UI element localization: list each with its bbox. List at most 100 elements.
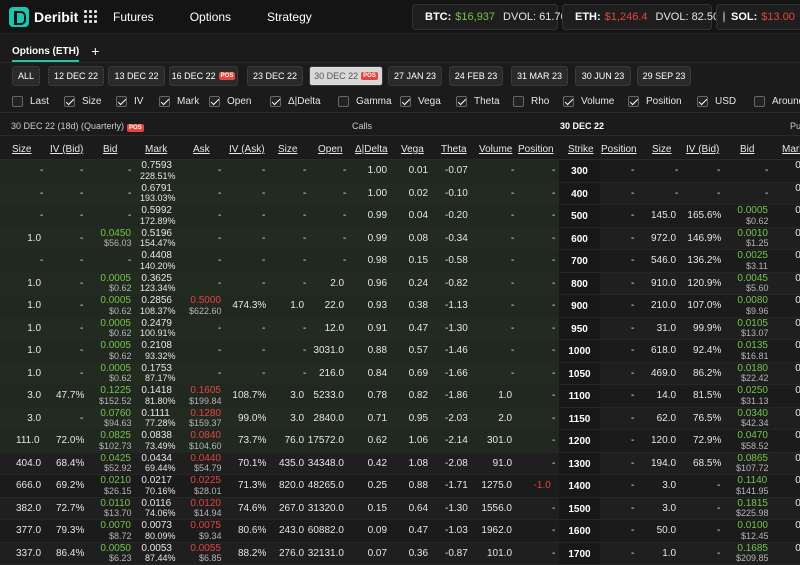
col-header-put-mark[interactable]: Mark <box>782 144 800 155</box>
call-ask-value[interactable]: - <box>218 189 221 199</box>
col-header-vega[interactable]: Vega <box>401 144 424 155</box>
call-bid-value[interactable]: - <box>128 189 131 199</box>
checkbox-icon[interactable] <box>64 96 75 107</box>
filter-theta[interactable]: Theta <box>456 96 500 107</box>
filter-usd[interactable]: USD <box>697 96 736 107</box>
call-bid-value[interactable]: 0.0070 <box>100 521 131 531</box>
call-bid-value[interactable]: 0.0005 <box>100 274 131 284</box>
filter-volume[interactable]: Volume <box>563 96 614 107</box>
ticker-btc[interactable]: BTC: $16,937 DVOL: 61.76 <box>412 4 558 30</box>
col-header-strike[interactable]: Strike <box>568 144 594 155</box>
call-ask-value[interactable]: 0.0055 <box>190 544 221 554</box>
col-header-volume[interactable]: Volume <box>479 144 512 155</box>
put-bid-value[interactable]: 0.0865 <box>737 454 768 464</box>
col-header-put-position[interactable]: Position <box>601 144 637 155</box>
call-ask-value[interactable]: - <box>218 166 221 176</box>
brand-logo[interactable]: Deribit <box>9 7 81 27</box>
filter-size[interactable]: Size <box>64 96 101 107</box>
filter-vega[interactable]: Vega <box>400 96 441 107</box>
col-header-bid[interactable]: Bid <box>103 144 117 155</box>
call-bid-value[interactable]: 0.0050 <box>100 544 131 554</box>
filter-rho[interactable]: Rho <box>513 96 549 107</box>
call-ask-value[interactable]: - <box>218 346 221 356</box>
call-bid-value[interactable]: 0.0005 <box>100 319 131 329</box>
col-header-open[interactable]: Open <box>318 144 342 155</box>
call-ask-value[interactable]: 0.0120 <box>190 499 221 509</box>
col-header-ask[interactable]: Ask <box>193 144 210 155</box>
filter-last[interactable]: Last <box>12 96 49 107</box>
call-ask-value[interactable]: - <box>218 234 221 244</box>
checkbox-icon[interactable] <box>456 96 467 107</box>
checkbox-icon[interactable] <box>513 96 524 107</box>
call-ask-value[interactable]: 0.0075 <box>190 521 221 531</box>
call-bid-value[interactable]: 0.0760 <box>100 409 131 419</box>
filter-delta[interactable]: Δ|Delta <box>270 96 321 107</box>
col-header-ivbid[interactable]: IV (Bid) <box>50 144 83 155</box>
nav-strategy[interactable]: Strategy <box>267 10 312 24</box>
call-ask-value[interactable]: 0.5000 <box>190 296 221 306</box>
checkbox-icon[interactable] <box>628 96 639 107</box>
call-ask-value[interactable]: 0.1605 <box>190 386 221 396</box>
nav-options[interactable]: Options <box>190 10 231 24</box>
checkbox-icon[interactable] <box>338 96 349 107</box>
date-tab-24-feb-23[interactable]: 24 FEB 23 <box>449 66 503 86</box>
checkbox-icon[interactable] <box>400 96 411 107</box>
put-bid-value[interactable]: 0.1685 <box>737 544 768 554</box>
date-tab-30-jun-23[interactable]: 30 JUN 23 <box>575 66 631 86</box>
call-ask-value[interactable]: - <box>218 369 221 379</box>
date-tab-29-sep-23[interactable]: 29 SEP 23 <box>637 66 691 86</box>
col-header-ivask[interactable]: IV (Ask) <box>229 144 265 155</box>
put-bid-value[interactable]: 0.0180 <box>737 364 768 374</box>
col-header-mark[interactable]: Mark <box>145 144 167 155</box>
checkbox-icon[interactable] <box>563 96 574 107</box>
put-bid-value[interactable]: - <box>765 189 768 199</box>
col-header-put-size[interactable]: Size <box>652 144 671 155</box>
call-ask-value[interactable]: 0.1280 <box>190 409 221 419</box>
col-header-position[interactable]: Position <box>518 144 554 155</box>
date-tab-13-dec-22[interactable]: 13 DEC 22 <box>108 66 165 86</box>
call-ask-value[interactable]: - <box>218 256 221 266</box>
call-bid-value[interactable]: 0.0210 <box>100 476 131 486</box>
filter-gamma[interactable]: Gamma <box>338 96 392 107</box>
col-header-theta[interactable]: Theta <box>441 144 467 155</box>
put-bid-value[interactable]: 0.0470 <box>737 431 768 441</box>
checkbox-icon[interactable] <box>116 96 127 107</box>
filter-around[interactable]: Around <box>754 96 800 107</box>
call-ask-value[interactable]: 0.0225 <box>190 476 221 486</box>
apps-grid-icon[interactable] <box>84 10 98 24</box>
put-bid-value[interactable]: 0.0010 <box>737 229 768 239</box>
date-tab-12-dec-22[interactable]: 12 DEC 22 <box>48 66 104 86</box>
date-tab-23-dec-22[interactable]: 23 DEC 22 <box>247 66 303 86</box>
put-bid-value[interactable]: 0.0250 <box>737 386 768 396</box>
date-tab-31-mar-23[interactable]: 31 MAR 23 <box>511 66 568 86</box>
call-bid-value[interactable]: 0.1225 <box>100 386 131 396</box>
checkbox-icon[interactable] <box>697 96 708 107</box>
col-header-size[interactable]: Size <box>12 144 31 155</box>
col-header-put-bid[interactable]: Bid <box>740 144 754 155</box>
call-ask-value[interactable]: - <box>218 324 221 334</box>
checkbox-icon[interactable] <box>159 96 170 107</box>
put-bid-value[interactable]: 0.0135 <box>737 341 768 351</box>
col-header-put-ivbid[interactable]: IV (Bid) <box>686 144 719 155</box>
call-bid-value[interactable]: - <box>128 211 131 221</box>
put-bid-value[interactable]: 0.1815 <box>737 499 768 509</box>
ticker-sol[interactable]: SOL: $13.00 <box>716 4 800 30</box>
col-header-size[interactable]: Size <box>278 144 297 155</box>
call-bid-value[interactable]: 0.0110 <box>100 499 130 509</box>
put-bid-value[interactable]: 0.0005 <box>737 206 768 216</box>
call-ask-value[interactable]: - <box>218 279 221 289</box>
checkbox-icon[interactable] <box>12 96 23 107</box>
